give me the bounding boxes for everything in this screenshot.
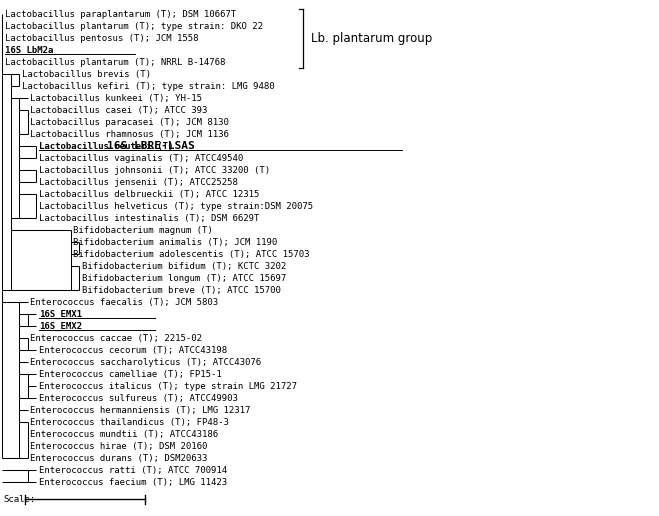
Text: Scale:: Scale: (3, 495, 36, 504)
Text: Bifidobacterium longum (T); ATCC 15697: Bifidobacterium longum (T); ATCC 15697 (82, 274, 286, 283)
Text: Enterococcus thailandicus (T); FP48-3: Enterococcus thailandicus (T); FP48-3 (30, 418, 229, 427)
Text: Lactobacillus casei (T); ATCC 393: Lactobacillus casei (T); ATCC 393 (30, 106, 208, 115)
Text: Bifidobacterium bifidum (T); KCTC 3202: Bifidobacterium bifidum (T); KCTC 3202 (82, 262, 286, 271)
Text: Enterococcus faecium (T); LMG 11423: Enterococcus faecium (T); LMG 11423 (39, 478, 227, 487)
Text: Enterococcus durans (T); DSM20633: Enterococcus durans (T); DSM20633 (30, 454, 208, 463)
Text: Lactobacillus plantarum (T); type strain: DKO 22: Lactobacillus plantarum (T); type strain… (5, 22, 263, 31)
Text: Lactobacillus paraplantarum (T); DSM 10667T: Lactobacillus paraplantarum (T); DSM 106… (5, 10, 236, 19)
Text: Enterococcus sulfureus (T); ATCC49903: Enterococcus sulfureus (T); ATCC49903 (39, 394, 238, 403)
Text: Enterococcus hermanniensis (T); LMG 12317: Enterococcus hermanniensis (T); LMG 1231… (30, 406, 250, 415)
Text: Lactobacillus helveticus (T); type strain:DSM 20075: Lactobacillus helveticus (T); type strai… (39, 202, 313, 211)
Text: Lb. plantarum group: Lb. plantarum group (311, 32, 432, 45)
Text: Lactobacillus paracasei (T); JCM 8130: Lactobacillus paracasei (T); JCM 8130 (30, 118, 229, 127)
Text: Lactobacillus brevis (T): Lactobacillus brevis (T) (22, 70, 151, 79)
Text: Lactobacillus pentosus (T); JCM 1558: Lactobacillus pentosus (T); JCM 1558 (5, 34, 198, 43)
Text: Lactobacillus intestinalis (T); DSM 6629T: Lactobacillus intestinalis (T); DSM 6629… (39, 214, 259, 223)
Text: 16S_EMX2: 16S_EMX2 (39, 322, 82, 331)
Text: Lactobacillus reuteri (T): Lactobacillus reuteri (T) (39, 142, 173, 151)
Text: Lactobacillus kunkeei (T); YH-15: Lactobacillus kunkeei (T); YH-15 (30, 94, 202, 103)
Text: Enterococcus hirae (T); DSM 20160: Enterococcus hirae (T); DSM 20160 (30, 442, 208, 451)
Text: Lactobacillus jensenii (T); ATCC25258: Lactobacillus jensenii (T); ATCC25258 (39, 178, 238, 187)
Text: Enterococcus cecorum (T); ATCC43198: Enterococcus cecorum (T); ATCC43198 (39, 346, 227, 355)
Text: 16S_EMX1: 16S_EMX1 (39, 310, 82, 319)
Text: Bifidobacterium adolescentis (T); ATCC 15703: Bifidobacterium adolescentis (T); ATCC 1… (73, 250, 310, 259)
Text: Enterococcus ratti (T); ATCC 700914: Enterococcus ratti (T); ATCC 700914 (39, 466, 227, 475)
Text: Lactobacillus vaginalis (T); ATCC49540: Lactobacillus vaginalis (T); ATCC49540 (39, 154, 243, 163)
Text: 16S LbM2a: 16S LbM2a (5, 46, 53, 55)
Text: Bifidobacterium breve (T); ATCC 15700: Bifidobacterium breve (T); ATCC 15700 (82, 286, 281, 295)
Text: Lactobacillus plantarum (T); NRRL B-14768: Lactobacillus plantarum (T); NRRL B-1476… (5, 58, 225, 67)
Text: Enterococcus mundtii (T); ATCC43186: Enterococcus mundtii (T); ATCC43186 (30, 430, 218, 439)
Text: Enterococcus camelliae (T); FP15-1: Enterococcus camelliae (T); FP15-1 (39, 370, 221, 379)
Text: Lactobacillus kefiri (T); type strain: LMG 9480: Lactobacillus kefiri (T); type strain: L… (22, 82, 274, 91)
Text: Enterococcus saccharolyticus (T); ATCC43076: Enterococcus saccharolyticus (T); ATCC43… (30, 358, 262, 367)
Text: Enterococcus faecalis (T); JCM 5803: Enterococcus faecalis (T); JCM 5803 (30, 298, 218, 307)
Text: Bifidobacterium magnum (T): Bifidobacterium magnum (T) (73, 226, 213, 235)
Text: Enterococcus italicus (T); type strain LMG 21727: Enterococcus italicus (T); type strain L… (39, 382, 297, 391)
Text: Lactobacillus rhamnosus (T); JCM 1136: Lactobacillus rhamnosus (T); JCM 1136 (30, 130, 229, 139)
Text: Lactobacillus delbrueckii (T); ATCC 12315: Lactobacillus delbrueckii (T); ATCC 1231… (39, 190, 259, 199)
Text: Bifidobacterium animalis (T); JCM 1190: Bifidobacterium animalis (T); JCM 1190 (73, 238, 277, 247)
Text: 16S LBRE-LSAS: 16S LBRE-LSAS (107, 141, 194, 152)
Text: Lactobacillus johnsonii (T); ATCC 33200 (T): Lactobacillus johnsonii (T); ATCC 33200 … (39, 166, 270, 175)
Text: Enterococcus caccae (T); 2215-02: Enterococcus caccae (T); 2215-02 (30, 334, 202, 343)
